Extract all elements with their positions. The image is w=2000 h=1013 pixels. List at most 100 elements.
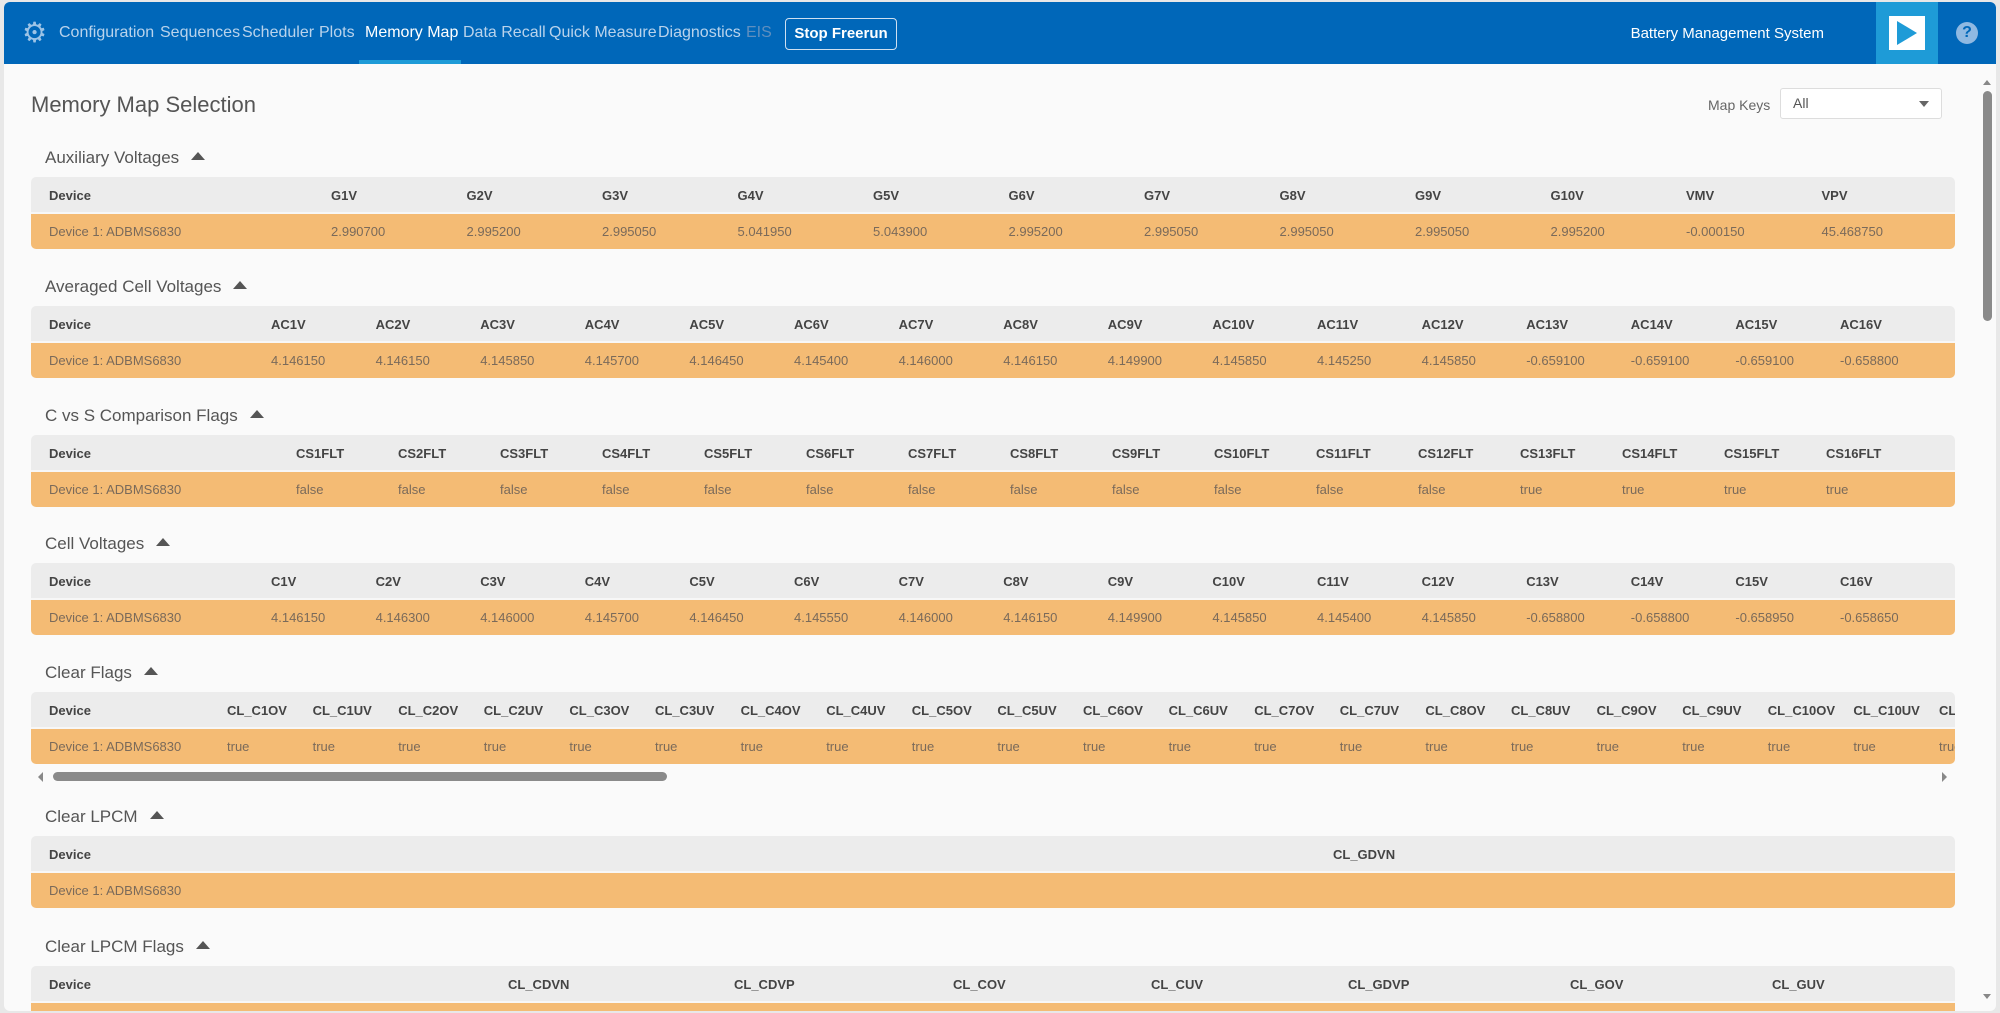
nav-tab-quick-measure[interactable]: Quick Measure (549, 24, 657, 41)
column-header[interactable]: CS4FLT (602, 446, 651, 461)
column-header[interactable]: C9V (1107, 574, 1134, 589)
column-header[interactable]: CS2FLT (398, 446, 447, 461)
table-row[interactable]: Device 1: ADBMS6830 2.990700 2.995200 2.995… (31, 214, 1955, 249)
column-header[interactable]: AC12V (1421, 317, 1464, 332)
scroll-right-icon[interactable] (1942, 772, 1947, 782)
column-header[interactable]: CS14FLT (1622, 446, 1678, 461)
column-header[interactable]: CL_C9OV (1596, 703, 1657, 718)
column-header[interactable]: AC11V (1317, 317, 1359, 332)
column-header[interactable]: CL_C8UV (1511, 703, 1571, 718)
column-header[interactable]: CL_GDVN (1333, 847, 1396, 862)
column-header[interactable]: VMV (1686, 188, 1715, 203)
column-header[interactable]: CL_GDVP (1348, 977, 1410, 992)
nav-tab-data-recall[interactable]: Data Recall (463, 24, 546, 41)
horizontal-scrollbar[interactable] (31, 768, 1955, 784)
column-header[interactable]: CL_GUV (1772, 977, 1825, 992)
scroll-up-icon[interactable] (1983, 80, 1991, 85)
column-header[interactable]: C11V (1317, 574, 1349, 589)
nav-tab-memory-map[interactable]: Memory Map (365, 24, 459, 41)
column-header[interactable]: CS15FLT (1724, 446, 1780, 461)
column-header[interactable]: C5V (689, 574, 715, 589)
column-header[interactable]: AC13V (1526, 317, 1569, 332)
column-header[interactable]: Device (49, 703, 91, 718)
nav-tab-diagnostics[interactable]: Diagnostics (658, 24, 741, 41)
column-header[interactable]: CL_C4OV (740, 703, 801, 718)
column-header[interactable]: VPV (1821, 188, 1848, 203)
column-header[interactable]: C1V (271, 574, 297, 589)
column-header[interactable]: AC2V (375, 317, 411, 332)
gear-icon[interactable]: ⚙ (22, 17, 48, 48)
column-header[interactable]: CL_C10UV (1853, 703, 1920, 718)
column-header[interactable]: CL_C3UV (655, 703, 715, 718)
column-header[interactable]: CS8FLT (1010, 446, 1059, 461)
column-header[interactable]: CS7FLT (908, 446, 957, 461)
nav-tab-plots[interactable]: Plots (319, 24, 355, 41)
nav-tab-configuration[interactable]: Configuration (59, 24, 155, 41)
column-header[interactable]: AC1V (271, 317, 306, 332)
column-header[interactable]: G3V (602, 188, 629, 203)
column-header[interactable]: CS3FLT (500, 446, 549, 461)
column-header[interactable]: CS6FLT (806, 446, 855, 461)
column-header[interactable]: CS13FLT (1520, 446, 1576, 461)
collapse-triangle-icon[interactable] (233, 281, 248, 289)
column-header[interactable]: AC15V (1735, 317, 1778, 332)
column-header[interactable]: CL_CDVN (508, 977, 570, 992)
column-header[interactable]: C3V (480, 574, 506, 589)
column-header[interactable]: G4V (737, 188, 764, 203)
column-header[interactable]: C6V (794, 574, 820, 589)
vertical-scrollbar[interactable] (1980, 64, 1996, 1011)
column-header[interactable]: G10V (1550, 188, 1584, 203)
column-header[interactable]: Device (49, 317, 91, 332)
column-header[interactable]: CL_C3OV (569, 703, 630, 718)
column-header[interactable]: C7V (898, 574, 924, 589)
column-header[interactable]: G8V (1279, 188, 1306, 203)
column-header[interactable]: G2V (466, 188, 493, 203)
column-header[interactable]: CL_CDVP (734, 977, 795, 992)
column-header[interactable]: CL_C7OV (1254, 703, 1315, 718)
column-header[interactable]: AC6V (794, 317, 829, 332)
column-header[interactable]: Device (49, 446, 91, 461)
nav-tab-eis[interactable]: EIS (746, 24, 772, 41)
column-header[interactable]: C4V (584, 574, 611, 589)
column-header[interactable]: CL_C5UV (997, 703, 1057, 718)
map-keys-select[interactable]: All (1780, 88, 1942, 119)
column-header[interactable]: C8V (1003, 574, 1029, 589)
collapse-triangle-icon[interactable] (191, 152, 206, 160)
column-header[interactable]: CL_C5OV (911, 703, 972, 718)
column-header[interactable]: Device (49, 188, 91, 203)
column-header[interactable]: CL_C1OV (227, 703, 287, 718)
column-header[interactable]: CS9FLT (1112, 446, 1161, 461)
column-header[interactable]: C15V (1735, 574, 1768, 589)
scroll-down-icon[interactable] (1983, 994, 1991, 999)
column-header[interactable]: G1V (331, 188, 358, 203)
table-row[interactable]: Device 1: ADBMS6830 4.146150 4.146300 4.146… (31, 600, 1955, 635)
table-row[interactable]: Device 1: ADBMS6830 true true true true true t… (31, 729, 1955, 764)
column-header[interactable]: G7V (1144, 188, 1171, 203)
column-header[interactable]: C2V (375, 574, 401, 589)
table-row[interactable] (31, 1003, 1955, 1011)
column-header[interactable]: CL_C8OV (1425, 703, 1486, 718)
column-header[interactable]: CS16FLT (1826, 446, 1882, 461)
column-header[interactable]: CL_C10OV (1767, 703, 1835, 718)
column-header[interactable]: Device (49, 574, 91, 589)
column-header[interactable]: C12V (1421, 574, 1455, 589)
table-row[interactable]: Device 1: ADBMS6830 (31, 873, 1955, 908)
column-header[interactable]: AC8V (1003, 317, 1038, 332)
table-row[interactable]: Device 1: ADBMS6830 false false false false f… (31, 472, 1955, 507)
stop-freerun-button[interactable]: Stop Freerun (785, 18, 897, 50)
column-header[interactable]: CS5FLT (704, 446, 753, 461)
vertical-scroll-thumb[interactable] (1983, 91, 1992, 321)
column-header[interactable]: AC10V (1212, 317, 1255, 332)
column-header[interactable]: CL_C9UV (1682, 703, 1742, 718)
column-header[interactable]: CL_C6OV (1083, 703, 1143, 718)
column-header[interactable]: CL_C4UV (826, 703, 886, 718)
column-header[interactable]: CL_GOV (1570, 977, 1624, 992)
collapse-triangle-icon[interactable] (149, 811, 164, 819)
column-header[interactable]: AC16V (1840, 317, 1882, 332)
nav-tab-scheduler[interactable]: Scheduler (242, 24, 315, 41)
column-header[interactable]: CL_CUV (1151, 977, 1204, 992)
collapse-triangle-icon[interactable] (156, 538, 171, 546)
column-header[interactable]: Device (49, 847, 91, 862)
collapse-triangle-icon[interactable] (249, 410, 264, 418)
column-header[interactable]: G5V (873, 188, 900, 203)
